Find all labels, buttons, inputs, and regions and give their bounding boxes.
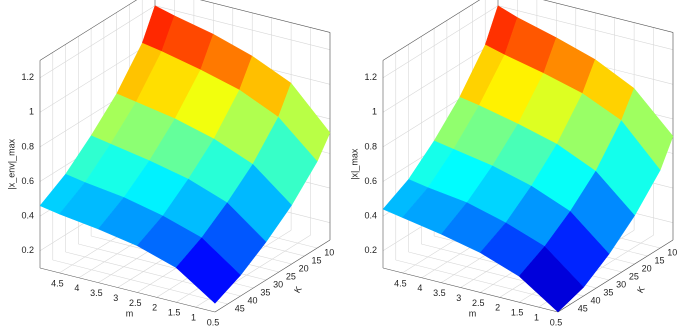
z-tick-label: 0.2 — [364, 245, 377, 255]
z-tick-label: 0.2 — [21, 245, 34, 255]
y-tick-label: 10 — [324, 247, 334, 257]
x-tick-label: 0.5 — [550, 317, 563, 327]
y-tick-label: 35 — [603, 287, 613, 297]
x-tick-label: 1.5 — [168, 308, 181, 318]
axis-edge — [39, 267, 216, 313]
z-tick-label: 0.6 — [21, 176, 34, 186]
x-tick-label: 0.5 — [207, 317, 220, 327]
x-tick-label: 3 — [113, 293, 118, 303]
x-tick-label: 1.5 — [511, 308, 524, 318]
y-tick-label: 45 — [235, 303, 245, 313]
z-axis-label: |x|_max — [349, 148, 359, 180]
axis-edge — [199, 0, 331, 33]
z-tick-label: 0.8 — [364, 141, 377, 151]
y-tick-label: 45 — [578, 303, 588, 313]
z-tick-label: 0.6 — [364, 176, 377, 186]
z-tick-label: 1.2 — [21, 72, 34, 82]
x-tick-label: 4.5 — [394, 278, 407, 288]
y-tick-label: 15 — [654, 255, 664, 265]
y-tick-label: 35 — [260, 287, 270, 297]
y-tick-label: 30 — [273, 279, 283, 289]
x-tick-label: 2.5 — [129, 298, 142, 308]
y-axis-label: K — [635, 285, 647, 295]
x-tick-label: 2.5 — [472, 298, 485, 308]
x-tick-label: 3 — [456, 293, 461, 303]
y-tick-label: 25 — [629, 271, 639, 281]
x-tick-label: 3.5 — [90, 288, 103, 298]
y-tick-label: 40 — [591, 295, 601, 305]
axis-edge — [557, 239, 674, 313]
grid-line — [154, 5, 331, 50]
x-axis-label: m — [469, 308, 477, 318]
grid-line — [39, 5, 156, 78]
axis-edge — [39, 0, 138, 61]
grid-line — [497, 5, 674, 50]
z-tick-label: 0.4 — [364, 210, 377, 220]
z-axis-label: |x_env|_max — [6, 138, 16, 189]
y-tick-label: 10 — [667, 247, 677, 257]
z-tick-label: 1 — [372, 107, 377, 117]
grid-line — [52, 259, 228, 305]
x-tick-label: 1 — [534, 312, 539, 322]
y-tick-label: 20 — [299, 263, 309, 273]
y-tick-label: 30 — [616, 279, 626, 289]
x-axis-label: m — [126, 308, 134, 318]
z-tick-label: 0.8 — [21, 141, 34, 151]
surface-cell — [518, 246, 584, 313]
z-tick-label: 1.2 — [364, 72, 377, 82]
y-axis-label: K — [292, 285, 304, 295]
y-tick-label: 20 — [642, 263, 652, 273]
x-tick-label: 4 — [74, 283, 79, 293]
x-tick-label: 1 — [191, 312, 196, 322]
x-tick-label: 4 — [417, 283, 422, 293]
x-tick-label: 2 — [495, 303, 500, 313]
z-tick-label: 0.4 — [21, 210, 34, 220]
grid-line — [382, 40, 499, 113]
grid-line — [39, 40, 156, 113]
y-tick-label: 15 — [311, 255, 321, 265]
axis-edge — [542, 0, 674, 33]
surface-cell — [175, 237, 241, 304]
y-tick-label: 40 — [248, 295, 258, 305]
x-tick-label: 4.5 — [51, 278, 64, 288]
grid-line — [382, 5, 499, 78]
x-tick-label: 3.5 — [433, 288, 446, 298]
x-tick-label: 2 — [152, 303, 157, 313]
z-tick-label: 1 — [29, 107, 34, 117]
y-tick-label: 25 — [286, 271, 296, 281]
axis-edge — [382, 0, 481, 61]
axis-edge — [214, 239, 331, 313]
axis-edge — [382, 267, 559, 313]
